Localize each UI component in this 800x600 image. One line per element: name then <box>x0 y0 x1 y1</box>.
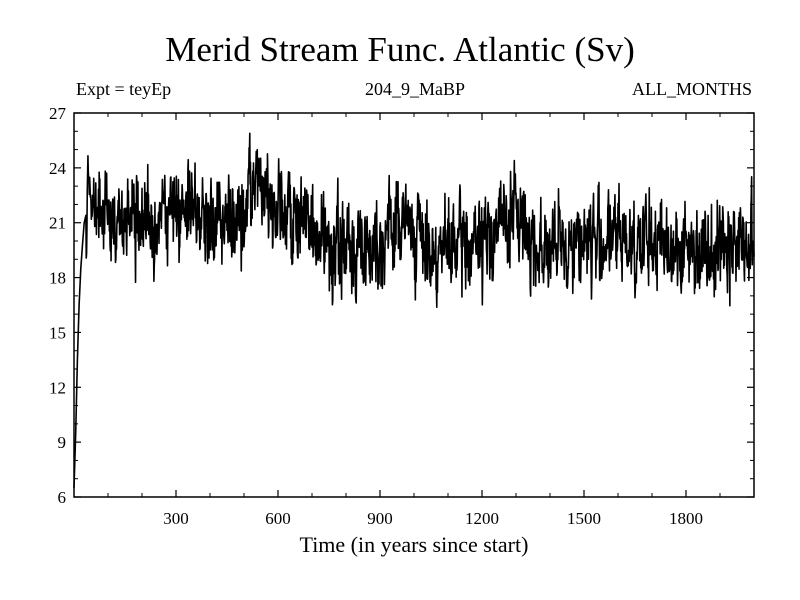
x-tick-label: 300 <box>163 509 189 528</box>
y-tick-label: 24 <box>49 159 67 178</box>
x-tick-label: 1500 <box>567 509 601 528</box>
y-tick-label: 6 <box>58 488 67 507</box>
x-tick-label: 600 <box>265 509 291 528</box>
x-tick-label: 1200 <box>465 509 499 528</box>
y-tick-label: 18 <box>49 269 66 288</box>
x-tick-label: 1800 <box>669 509 703 528</box>
y-tick-label: 12 <box>49 378 66 397</box>
run-label: 204_9_MaBP <box>364 79 465 99</box>
data-line <box>73 132 755 488</box>
y-tick-label: 27 <box>49 104 67 123</box>
x-tick-label: 900 <box>367 509 393 528</box>
y-tick-label: 21 <box>49 214 66 233</box>
experiment-label: Expt = teyEp <box>76 79 172 99</box>
plot-frame <box>73 112 755 498</box>
y-tick-label: 9 <box>58 433 67 452</box>
y-tick-label: 15 <box>49 323 66 342</box>
x-axis-label: Time (in years since start) <box>299 532 529 557</box>
months-label: ALL_MONTHS <box>632 79 752 99</box>
chart-title: Merid Stream Func. Atlantic (Sv) <box>165 30 635 69</box>
